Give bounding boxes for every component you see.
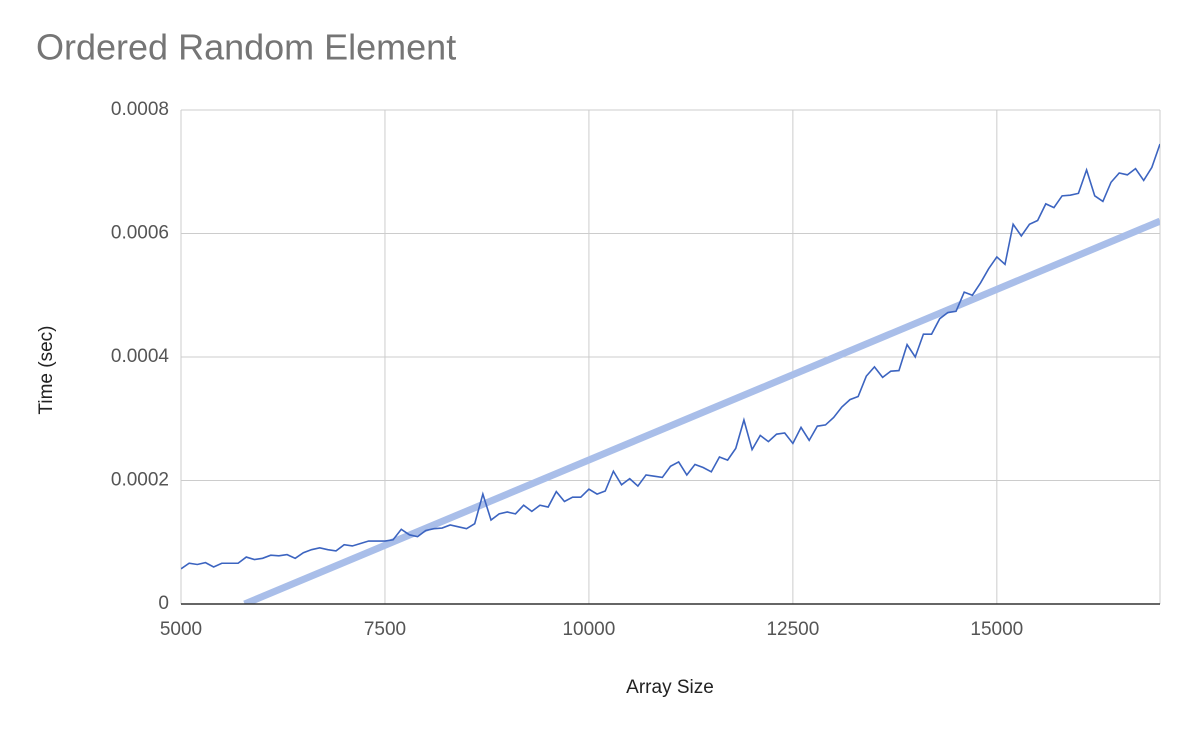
y-tick-label: 0.0008: [111, 99, 169, 120]
data-line: [181, 143, 1160, 570]
x-tick-label: 15000: [970, 619, 1023, 640]
chart-title: Ordered Random Element: [36, 27, 456, 68]
y-axis-label: Time (sec): [36, 325, 57, 414]
x-tick-label: 10000: [562, 619, 615, 640]
y-tick-label: 0: [158, 593, 169, 614]
x-tick-label: 12500: [766, 619, 819, 640]
x-tick-label: 5000: [160, 619, 202, 640]
x-axis-label: Array Size: [626, 677, 714, 698]
x-tick-label: 7500: [364, 619, 406, 640]
y-tick-label: 0.0002: [111, 470, 169, 491]
trendline: [243, 217, 1160, 604]
y-tick-label: 0.0004: [111, 346, 170, 367]
y-tick-label: 0.0006: [111, 223, 169, 244]
